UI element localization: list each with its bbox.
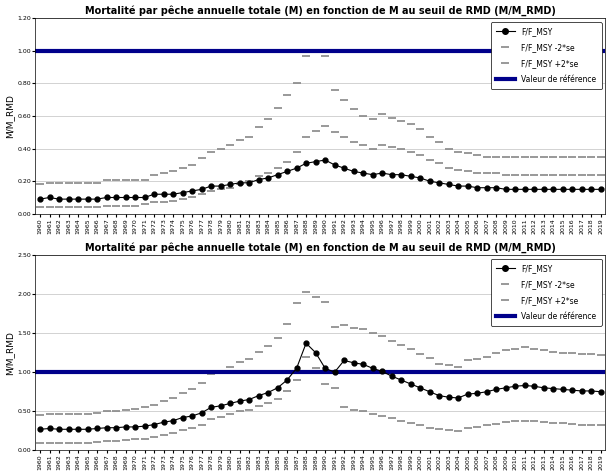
Y-axis label: M/M_RMD: M/M_RMD bbox=[5, 331, 15, 375]
Legend: F/F_MSY, F/F_MSY -2*se, F/F_MSY +2*se, Valeur de référence: F/F_MSY, F/F_MSY -2*se, F/F_MSY +2*se, V… bbox=[491, 258, 602, 326]
Title: Mortalité par pêche annuelle totale (M) en fonction de M au seuil de RMD (M/M_RM: Mortalité par pêche annuelle totale (M) … bbox=[85, 242, 556, 253]
Title: Mortalité par pêche annuelle totale (M) en fonction de M au seuil de RMD (M/M_RM: Mortalité par pêche annuelle totale (M) … bbox=[85, 6, 556, 16]
Y-axis label: M/M_RMD: M/M_RMD bbox=[5, 94, 15, 138]
Legend: F/F_MSY, F/F_MSY -2*se, F/F_MSY +2*se, Valeur de référence: F/F_MSY, F/F_MSY -2*se, F/F_MSY +2*se, V… bbox=[491, 22, 602, 89]
